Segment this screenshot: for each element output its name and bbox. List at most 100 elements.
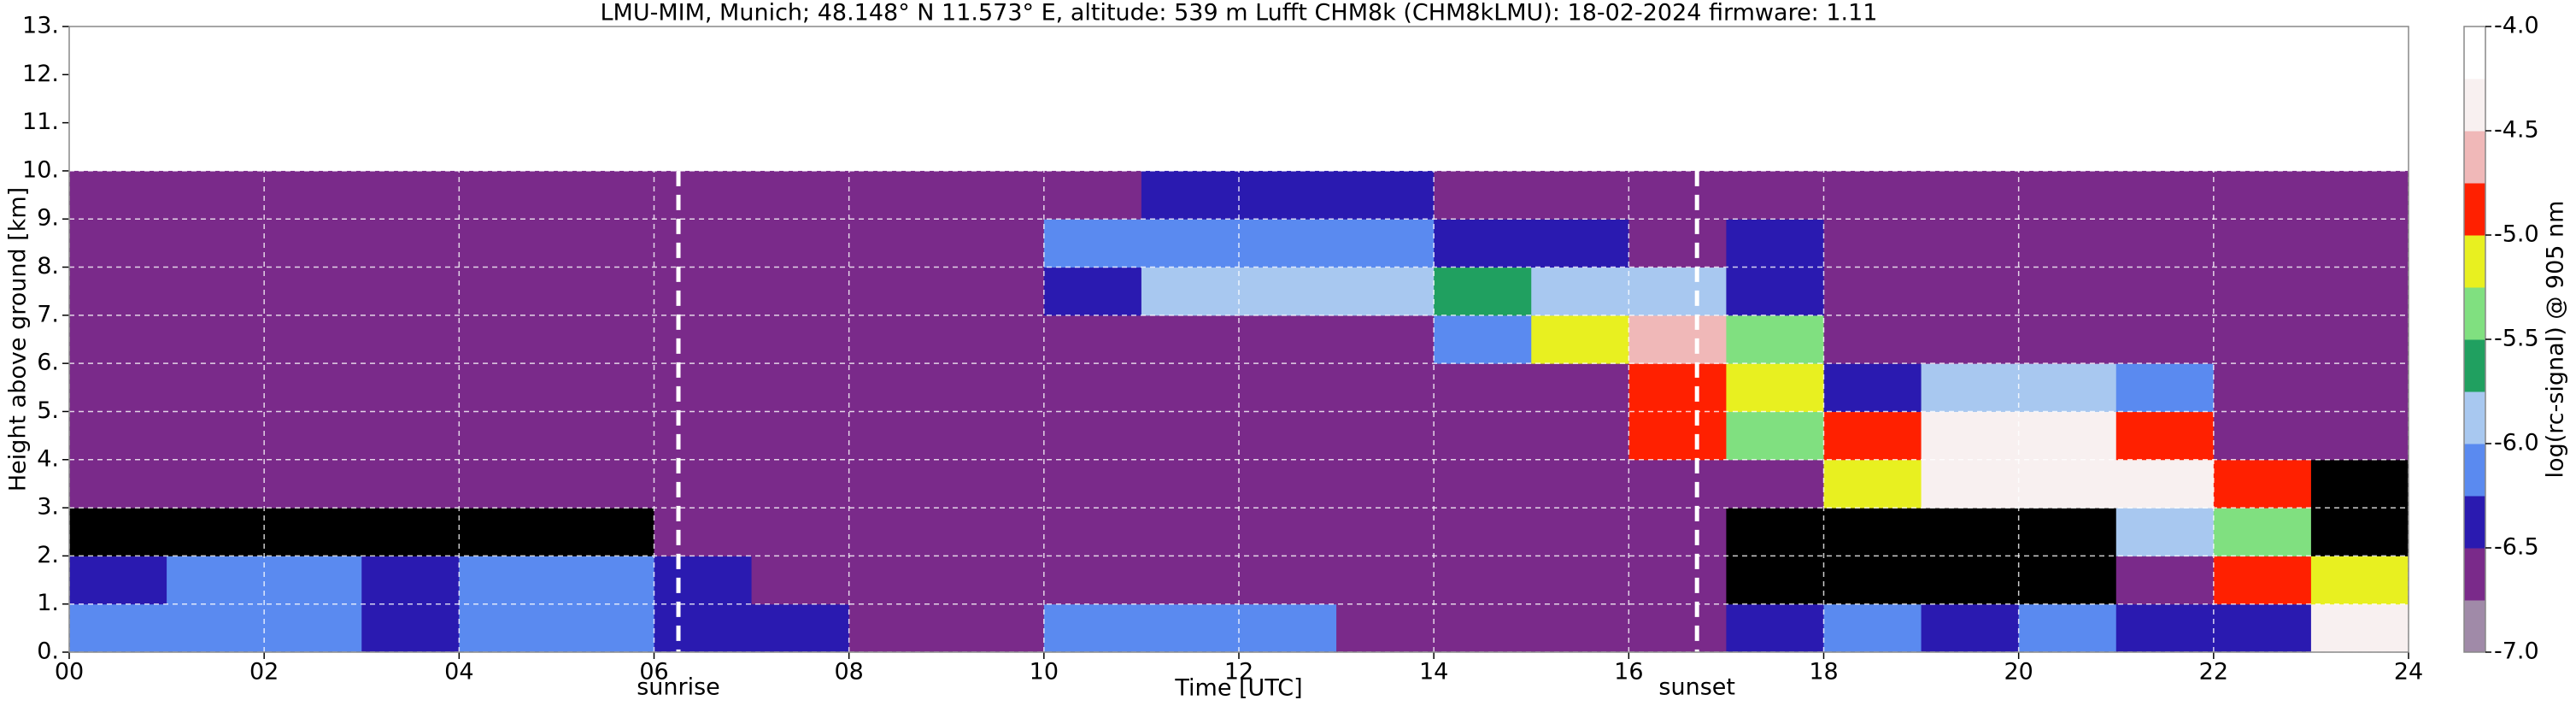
heatmap-cell bbox=[1141, 411, 1240, 461]
heatmap-cell bbox=[2115, 219, 2215, 268]
x-tick-label: 04 bbox=[444, 659, 473, 685]
colorbar-segment bbox=[2464, 131, 2485, 184]
heatmap-cell bbox=[2213, 508, 2312, 556]
heatmap-cell bbox=[1434, 556, 1532, 605]
heatmap-cell bbox=[556, 170, 654, 220]
heatmap-cell bbox=[1726, 315, 1824, 364]
heatmap-cell bbox=[556, 267, 654, 316]
heatmap-cell bbox=[1434, 363, 1532, 412]
colorbar-tick-label: -4.5 bbox=[2494, 117, 2539, 144]
colorbar-segment bbox=[2464, 600, 2485, 653]
colorbar-label: log(rc-signal) @ 905 nm bbox=[2543, 201, 2569, 479]
heatmap-cell bbox=[654, 411, 753, 461]
heatmap-cell bbox=[2018, 603, 2117, 653]
y-tick-label: 2. bbox=[37, 542, 59, 568]
heatmap-cell bbox=[2310, 363, 2409, 412]
heatmap-cell bbox=[556, 459, 654, 509]
heatmap-cell bbox=[946, 267, 1045, 316]
heatmap-cell bbox=[1336, 315, 1435, 364]
heatmap-cell bbox=[1336, 219, 1435, 268]
colorbar-segment bbox=[2464, 548, 2485, 601]
heatmap-cell bbox=[2115, 170, 2215, 220]
heatmap-cell bbox=[1921, 508, 2020, 556]
plot-frame bbox=[68, 26, 2409, 653]
heatmap-cell bbox=[751, 411, 850, 461]
y-tick-label: 0. bbox=[37, 638, 59, 665]
heatmap-cell bbox=[264, 508, 362, 556]
heatmap-cell bbox=[1628, 459, 1727, 509]
heatmap-cell bbox=[361, 363, 460, 412]
heatmap-cell bbox=[2213, 459, 2312, 509]
colorbar-segment bbox=[2464, 79, 2485, 132]
heatmap-cell bbox=[2018, 508, 2117, 556]
heatmap-cell bbox=[2310, 459, 2409, 509]
heatmap-cell bbox=[361, 411, 460, 461]
heatmap-cell bbox=[264, 556, 362, 605]
heatmap-cell bbox=[1141, 219, 1240, 268]
colorbar-segment bbox=[2464, 183, 2485, 236]
heatmap-cell bbox=[1628, 411, 1727, 461]
heatmap-cell bbox=[1628, 219, 1727, 268]
x-axis-label: Time [UTC] bbox=[1174, 675, 1302, 702]
heatmap-cell bbox=[848, 459, 948, 509]
heatmap-cell bbox=[167, 603, 265, 653]
heatmap-cell bbox=[69, 508, 167, 556]
x-tick-label: 20 bbox=[2004, 659, 2033, 685]
heatmap-cell bbox=[69, 219, 167, 268]
heatmap-cell bbox=[69, 363, 167, 412]
heatmap-cell bbox=[1531, 508, 1629, 556]
heatmap-cell bbox=[1823, 603, 1922, 653]
heatmap-cell bbox=[1043, 219, 1142, 268]
x-tick-label: 12 bbox=[1224, 659, 1253, 685]
colorbar-tick-label: -5.5 bbox=[2494, 326, 2539, 352]
heatmap-cell bbox=[654, 219, 753, 268]
y-tick-label: 12. bbox=[22, 61, 59, 87]
x-tick-label: 24 bbox=[2394, 659, 2423, 685]
heatmap-cell bbox=[2115, 556, 2215, 605]
heatmap-cell bbox=[1043, 170, 1142, 220]
heatmap-cell bbox=[361, 508, 460, 556]
heatmap-cell bbox=[1336, 363, 1435, 412]
heatmap-cell bbox=[1239, 219, 1337, 268]
heatmap-cell bbox=[1239, 508, 1337, 556]
heatmap-cell bbox=[946, 315, 1045, 364]
heatmap-cell bbox=[1336, 411, 1435, 461]
heatmap-cell bbox=[2018, 556, 2117, 605]
heatmap-cell bbox=[654, 603, 753, 653]
heatmap-cell bbox=[2310, 508, 2409, 556]
heatmap-cell bbox=[1141, 267, 1240, 316]
heatmap-cell bbox=[1628, 267, 1727, 316]
heatmap-cell bbox=[69, 411, 167, 461]
x-tick-label: 18 bbox=[1809, 659, 1838, 685]
heatmap-cell bbox=[167, 556, 265, 605]
heatmap-cell bbox=[1628, 170, 1727, 220]
annotation-label: sunrise bbox=[637, 674, 720, 701]
heatmap-cell bbox=[1628, 315, 1727, 364]
heatmap-cell bbox=[751, 170, 850, 220]
colorbar-tick-label: -7.0 bbox=[2494, 638, 2539, 665]
heatmap-cell bbox=[2018, 411, 2117, 461]
heatmap-cell bbox=[1434, 267, 1532, 316]
heatmap-cell bbox=[946, 459, 1045, 509]
heatmap-cell bbox=[69, 603, 167, 653]
heatmap-cell bbox=[751, 315, 850, 364]
heatmap-cell bbox=[1531, 267, 1629, 316]
heatmap-cell bbox=[1239, 170, 1337, 220]
y-tick-label: 6. bbox=[37, 350, 59, 376]
heatmap-cell bbox=[1531, 556, 1629, 605]
heatmap-cell bbox=[2213, 170, 2312, 220]
heatmap-cell bbox=[654, 556, 753, 605]
heatmap-cell bbox=[1531, 411, 1629, 461]
heatmap-cell bbox=[1239, 411, 1337, 461]
heatmap-cell bbox=[1141, 459, 1240, 509]
heatmap-cell bbox=[1043, 556, 1142, 605]
colorbar-tick-label: -4.0 bbox=[2494, 13, 2539, 39]
heatmap-cell bbox=[1823, 411, 1922, 461]
colorbar-tick-label: -6.0 bbox=[2494, 430, 2539, 456]
heatmap-cell bbox=[946, 219, 1045, 268]
heatmap-cell bbox=[1726, 170, 1824, 220]
heatmap-cell bbox=[751, 219, 850, 268]
heatmap-cell bbox=[1921, 219, 2020, 268]
y-tick-label: 5. bbox=[37, 397, 59, 424]
